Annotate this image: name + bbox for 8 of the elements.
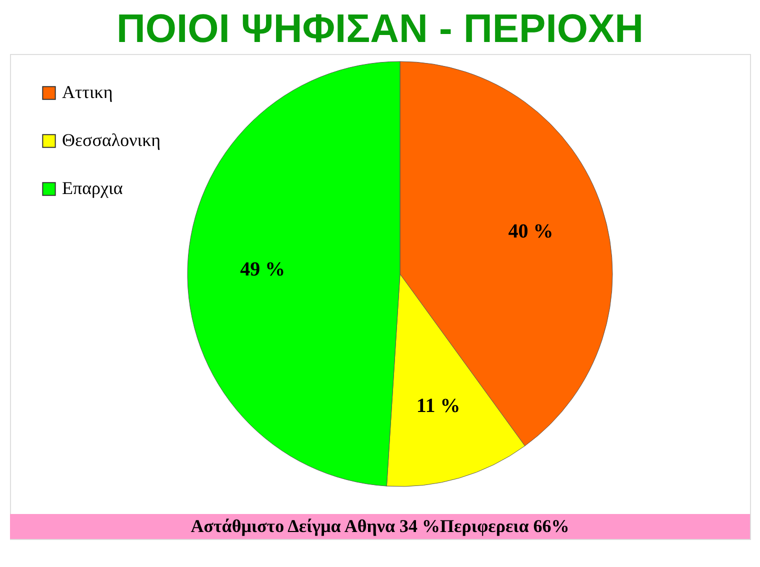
- legend-label: Αττικη: [62, 82, 113, 102]
- chart-title: ΠΟΙΟΙ ΨΗΦΙΣΑΝ - ΠΕΡΙΟΧΗ: [116, 7, 644, 51]
- legend-label: Θεσσαλονικη: [62, 130, 161, 150]
- legend-label: Επαρχια: [62, 178, 124, 198]
- text: Αστάθμιστο Δείγμα Αθηνα 34 %Περιφερεια 66%: [190, 516, 570, 536]
- data-label: 49 %: [240, 258, 286, 281]
- data-label: 11 %: [416, 395, 460, 418]
- data-label: 40 %: [508, 220, 554, 243]
